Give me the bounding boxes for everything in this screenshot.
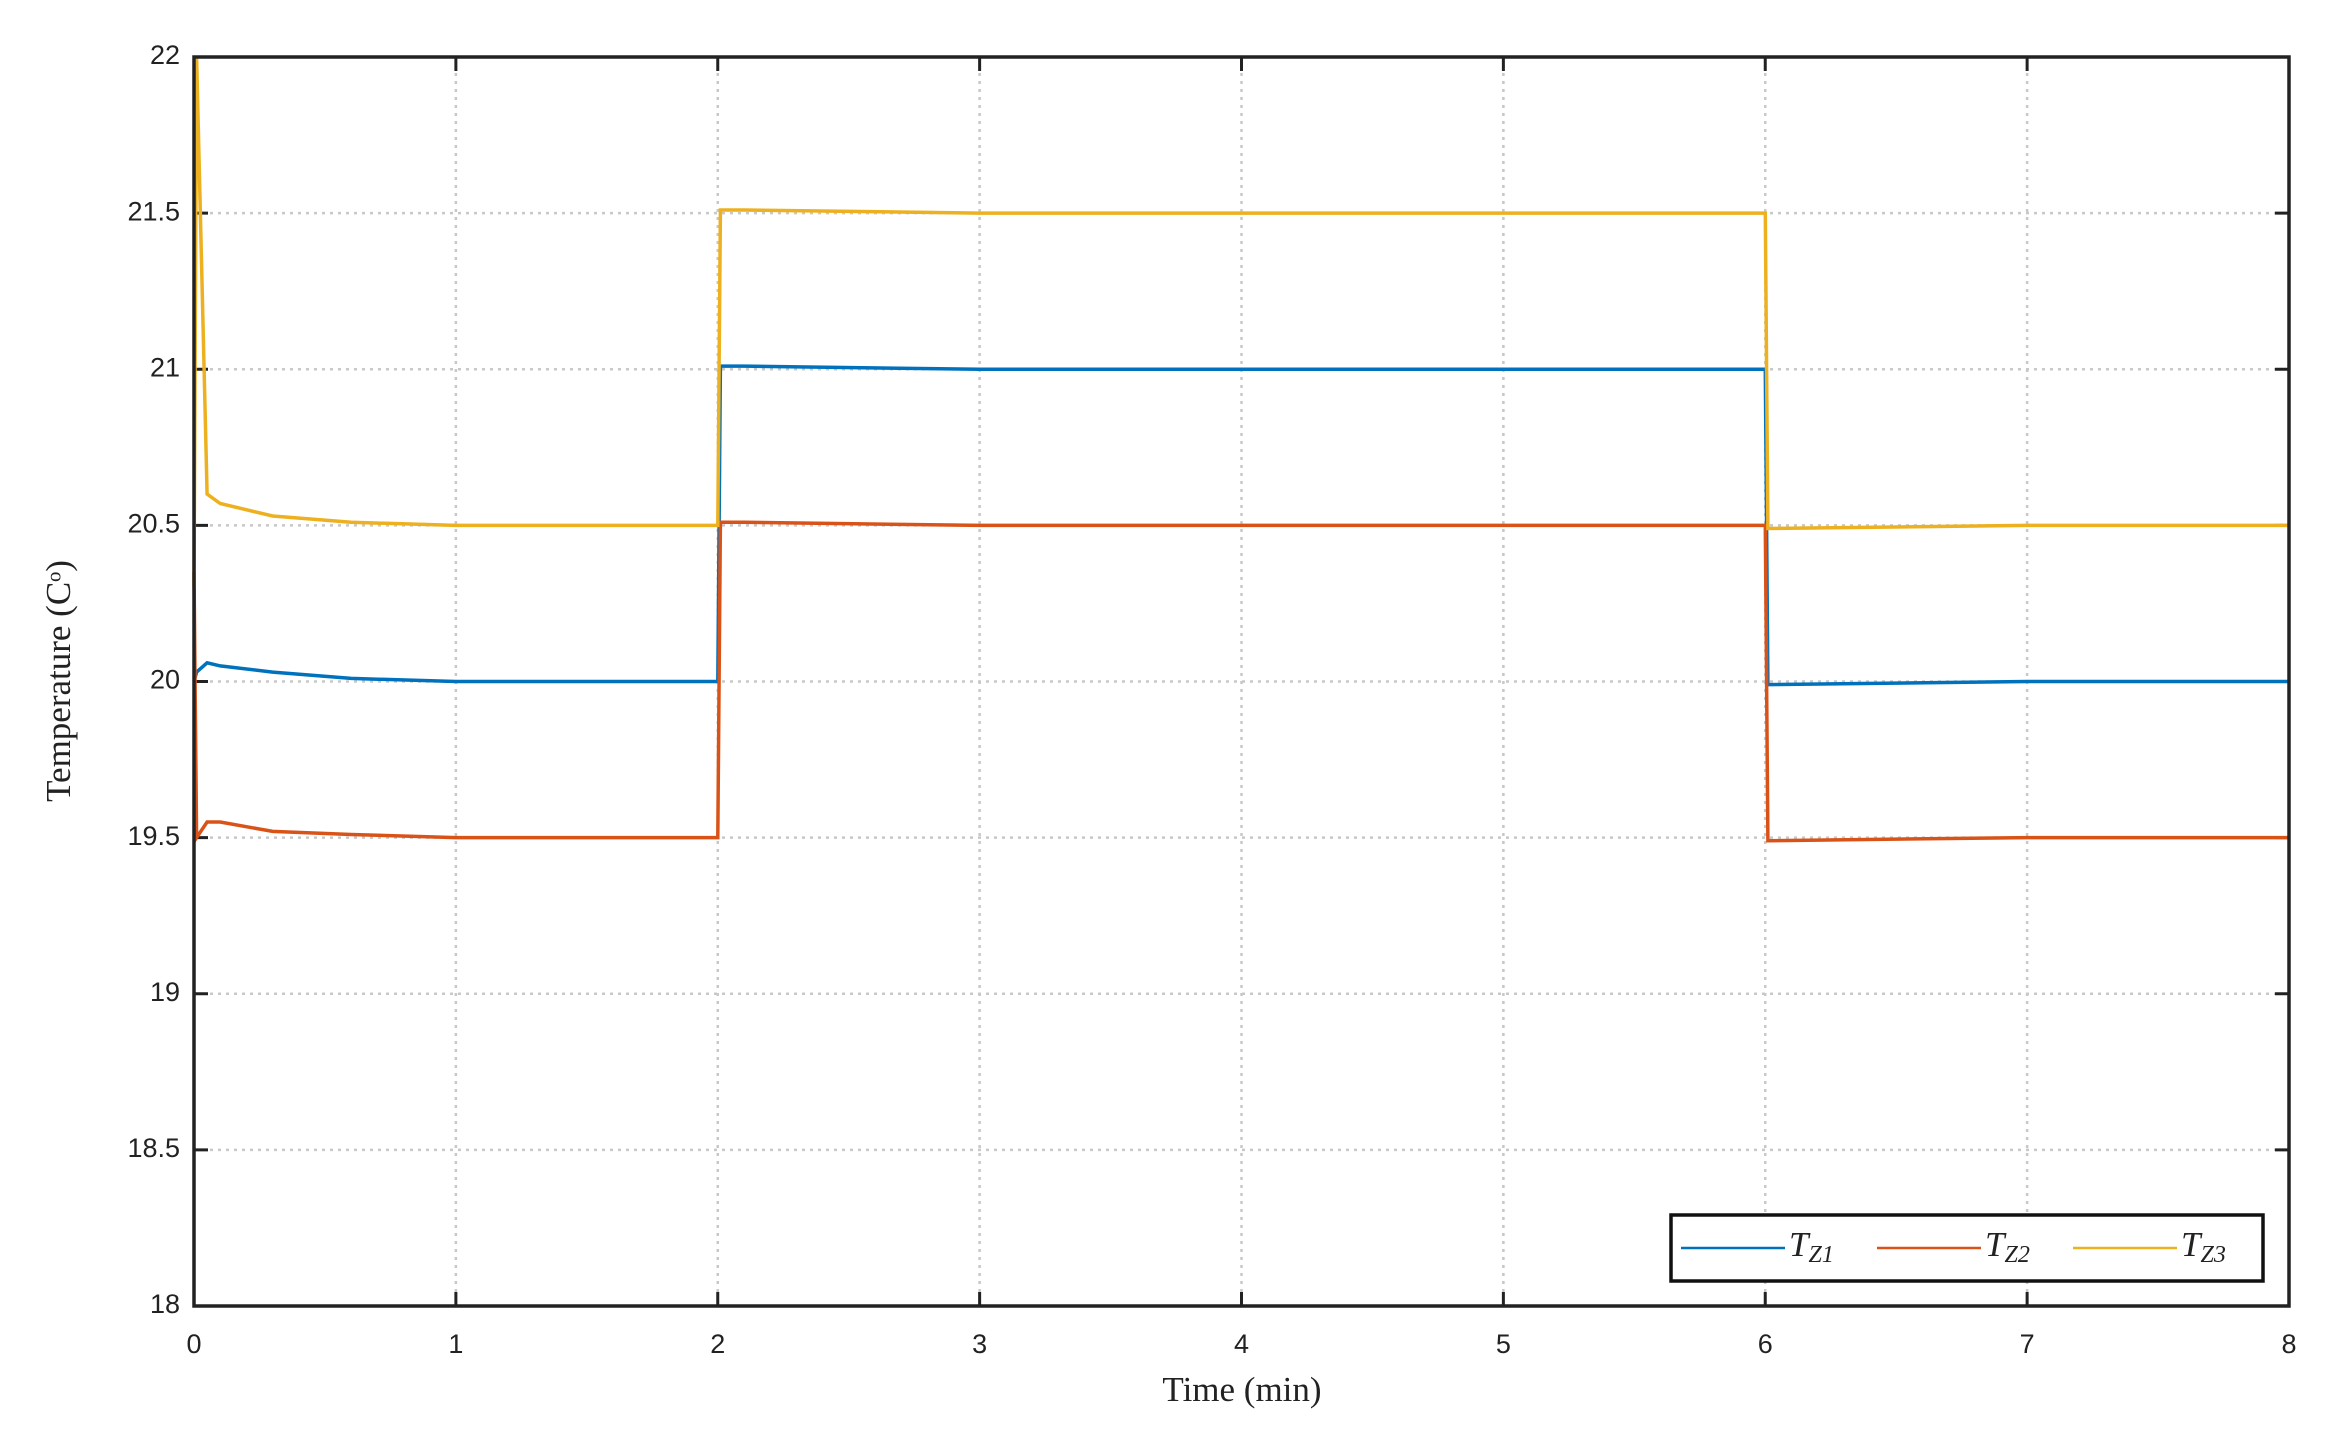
y-tick-label: 21 <box>150 352 180 382</box>
x-axis-label: Time (min) <box>1162 1370 1321 1409</box>
legend-label: TZ3 <box>2181 1225 2226 1267</box>
y-axis-label: Temperature (Cᵒ) <box>39 560 78 802</box>
y-tick-label: 21.5 <box>127 196 180 226</box>
x-tick-label: 0 <box>186 1329 201 1359</box>
x-tick-label: 1 <box>448 1329 463 1359</box>
x-tick-label: 3 <box>972 1329 987 1359</box>
x-tick-label: 7 <box>2020 1329 2035 1359</box>
x-tick-label: 5 <box>1496 1329 1511 1359</box>
x-tick-label: 2 <box>710 1329 725 1359</box>
y-tick-label: 20 <box>150 665 180 695</box>
line-series <box>192 520 2289 844</box>
legend-label: TZ2 <box>1985 1225 2030 1267</box>
y-tick-label: 22 <box>150 40 180 70</box>
x-tick-label: 8 <box>2281 1329 2296 1359</box>
y-tick-label: 20.5 <box>127 509 180 539</box>
y-tick-label: 19.5 <box>127 821 180 851</box>
x-tick-label: 6 <box>1758 1329 1773 1359</box>
line-series <box>192 56 2289 588</box>
x-tick-label: 4 <box>1234 1329 1249 1359</box>
y-tick-label: 18 <box>150 1289 180 1319</box>
legend-label: TZ1 <box>1789 1225 1834 1267</box>
y-tick-label: 18.5 <box>127 1133 180 1163</box>
y-tick-label: 19 <box>150 977 180 1007</box>
plot-frame <box>192 55 2291 1308</box>
legend: TZ1 TZ2 TZ3 <box>1669 1213 2265 1283</box>
